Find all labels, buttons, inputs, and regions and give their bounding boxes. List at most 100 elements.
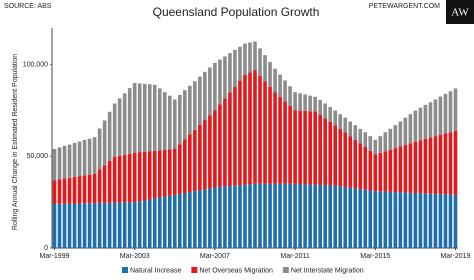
bar-segment [448,91,453,133]
bar-segment [448,194,453,248]
bar-segment [112,156,117,203]
bar-segment [178,94,182,145]
bar-segment [172,149,177,195]
bar-segment [383,132,388,152]
bar-segment [388,149,393,192]
bar-segment [338,128,343,187]
x-tick-label: Mar-2007 [200,253,230,260]
bar-segment [57,147,62,180]
bar-segment [72,142,77,177]
bar-segment [248,184,252,248]
bar-segment [413,193,418,248]
bar-segment [97,128,102,170]
bar-segment [183,139,187,193]
bar-segment [142,151,147,201]
bar-segment [413,110,418,142]
bar-segment [383,191,388,248]
bar-segment [353,139,358,189]
bar-segment [343,132,348,187]
bar-segment [72,176,77,204]
bar-segment [228,186,232,248]
bar-segment [188,85,192,135]
bar-segment [172,99,177,149]
bar-segment [167,149,172,196]
bar-segment [393,192,398,248]
bar-segment [183,193,187,248]
bar-segment [288,105,292,184]
bar-segment [122,202,127,248]
legend-swatch [191,267,198,273]
bar-segment [137,201,142,248]
bar-segment [92,137,97,174]
bar-segment [298,184,302,248]
bar-segment [77,141,82,177]
bar-segment [258,75,262,184]
bar-segment [338,186,343,248]
bar-segment [343,186,348,248]
bar-segment [178,193,182,248]
bar-segment [433,99,438,137]
bar-segment [238,185,242,248]
bar-segment [167,195,172,248]
bar-segment [328,121,332,186]
website: PETEWARGENT.COM [369,3,440,10]
bar-segment [373,154,378,192]
bar-segment [303,184,307,248]
bar-segment [323,103,327,119]
bar-segment [137,83,142,153]
bar-segment [363,146,368,190]
bar-segment [183,90,187,140]
bar-segment [418,107,423,141]
legend-label: Net Overseas Migration [199,267,273,274]
source: SOURCE: ABS [4,3,52,10]
chart-title: Queensland Population Growth [153,5,320,19]
bar-segment [283,80,287,102]
bar-segment [238,46,242,81]
bar-segment [243,184,247,248]
bar-segment [203,189,207,248]
bar-segment [157,88,162,151]
x-tick-label: Mar-2019 [441,253,471,260]
bar-segment [408,143,413,193]
bar-segment [263,183,267,248]
bar-segment [147,84,152,152]
bar-segment [67,144,72,178]
bar-segment [323,185,327,248]
bar-segment [293,110,297,184]
bar-segment [223,186,227,248]
bar-segment [403,117,408,145]
bar-segment [102,165,107,203]
bar-segment [273,68,277,93]
bar-segment [388,191,393,248]
bar-segment [127,153,132,203]
bar-segment [328,185,332,248]
bar-segment [263,55,267,82]
bar-segment [152,150,157,199]
bar-segment [188,192,192,248]
bar-segment [313,96,317,112]
bar-segment [343,117,348,133]
legend-swatch [282,267,289,273]
bar-segment [243,43,247,75]
bar-segment [142,83,147,152]
bar-segment [373,191,378,248]
bar-segment [97,169,102,203]
bar-segment [213,187,217,248]
bar-segment [77,176,82,204]
bar-segment [378,152,383,192]
bar-segment [112,202,117,248]
bar-segment [228,53,232,93]
bar-segment [152,198,157,248]
legend-label: Net Interstate Migration [291,267,364,274]
bar-segment [288,183,292,248]
bar-segment [323,118,327,186]
bar-segment [378,191,383,248]
bar-segment [253,70,257,184]
bar-segment [328,107,332,122]
bar-segment [157,197,162,248]
bar-segment [368,150,373,191]
bar-segment [423,193,428,248]
bar-segment [368,190,373,248]
bar-segment [428,102,433,138]
bar-segment [283,101,287,184]
